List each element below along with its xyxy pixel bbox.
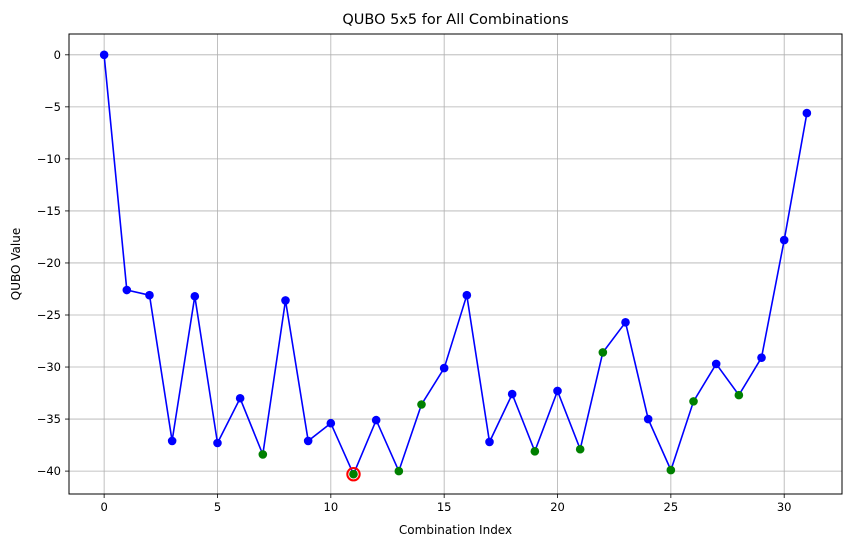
chart-title: QUBO 5x5 for All Combinations [342,12,568,28]
y-tick-label: −40 [37,464,61,478]
series-path [103,54,808,477]
y-axis-label: QUBO Value [9,228,23,300]
y-tick-label: −5 [44,100,61,114]
data-point [530,447,540,456]
data-point [734,390,744,400]
highlight-marker [346,467,361,482]
data-point [235,393,245,403]
y-tick-label: −15 [37,204,61,218]
plot-frame [68,33,843,495]
x-tick-label: 25 [664,500,679,514]
x-tick-label: 15 [437,500,452,514]
data-point [303,436,313,446]
y-tick-label: 0 [54,48,61,62]
x-tick-label: 10 [324,500,339,514]
y-tick-label: −30 [37,360,61,374]
data-point [553,386,562,396]
data-point [258,450,268,459]
data-point [190,291,200,301]
y-tick-label: −25 [37,308,61,322]
data-point [711,359,721,369]
data-point [394,466,404,476]
series-line [103,54,808,477]
data-point [757,353,766,362]
data-point [349,469,358,479]
y-axis-ticks: 0 −5 −10 −15 −20 −25 −30 −35 −40 [37,48,69,478]
data-point [779,235,789,245]
x-axis-ticks: 0 5 10 15 20 25 30 [100,494,792,514]
data-point [621,317,630,327]
grid-lines [69,34,842,494]
data-point [326,418,336,428]
y-tick-label: −20 [37,256,61,270]
y-tick-label: −10 [37,152,61,166]
data-point [167,436,177,446]
data-point [689,397,698,406]
y-tick-label: −35 [37,412,61,426]
x-tick-label: 0 [100,500,107,514]
data-point [575,444,585,454]
data-point [643,414,653,424]
data-point [802,108,812,118]
x-tick-label: 20 [550,500,565,514]
data-point [485,437,494,447]
data-point [371,415,381,425]
data-point [281,296,290,305]
data-point [122,285,132,295]
data-markers [99,50,812,482]
data-point [99,50,109,60]
data-point [213,438,222,448]
data-point [507,389,517,399]
data-point [145,290,154,300]
data-point [598,348,608,357]
data-point [439,363,449,373]
x-tick-label: 30 [777,500,792,514]
x-tick-label: 5 [214,500,221,514]
x-axis-label: Combination Index [399,523,512,537]
data-point [666,465,676,475]
data-point [462,290,472,300]
data-point [417,400,426,409]
